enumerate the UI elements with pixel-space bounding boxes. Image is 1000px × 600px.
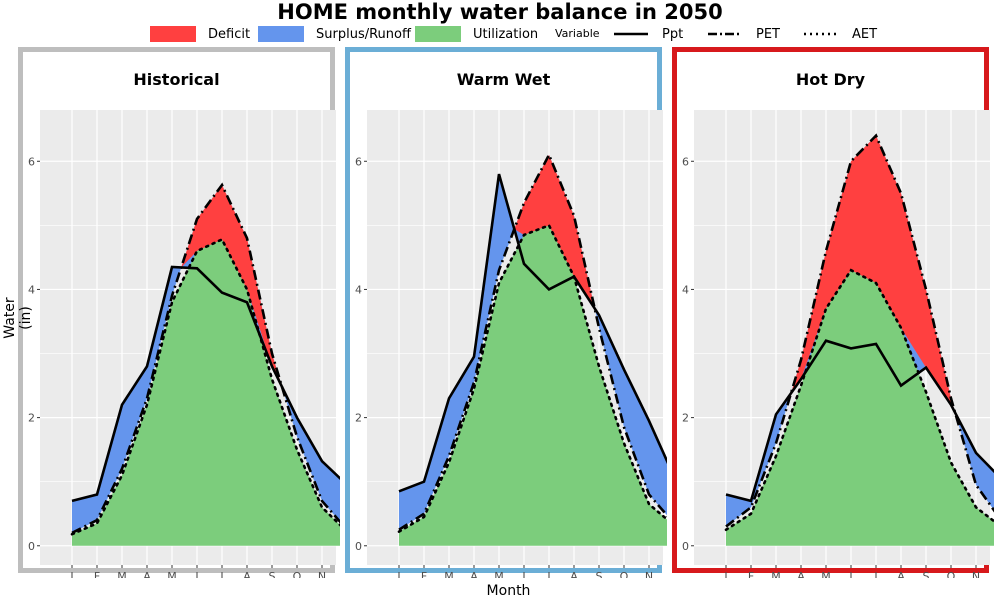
x-tick-label-3: A <box>470 570 478 578</box>
y-tick-label-2: 2 <box>682 412 689 425</box>
legend-label-deficit: Deficit <box>208 26 251 42</box>
x-tick-label-2: M <box>117 570 127 578</box>
utilization-area-historical <box>72 239 340 546</box>
x-tick-label-2: M <box>444 570 454 578</box>
x-tick-label-1: F <box>748 570 754 578</box>
legend-item-surplus: Surplus/Runoff <box>258 25 411 43</box>
y-tick-label-4: 4 <box>355 283 362 296</box>
deficit-area-warm-wet <box>399 154 667 530</box>
x-tick-label-5: J <box>848 570 852 578</box>
legend-label-pet: PET <box>756 26 780 42</box>
x-tick-label-4: M <box>167 570 177 578</box>
x-tick-label-6: J <box>219 570 223 578</box>
panel-plot-historical: 0246JFMAMJJASOND <box>28 110 340 578</box>
pet-line-warm-wet <box>398 151 667 531</box>
y-tick-label-0: 0 <box>28 540 35 553</box>
aet-line-warm-wet <box>397 223 667 533</box>
y-tick-label-2: 2 <box>355 412 362 425</box>
legend-swatch-deficit <box>150 26 196 42</box>
y-tick-label-4: 4 <box>28 283 35 296</box>
panel-plot-warm-wet: 0246JFMAMJJASOND <box>355 110 667 578</box>
panel-hot-dry: 0246JFMAMJJASOND Hot Dry <box>672 47 994 578</box>
x-tick-label-7: A <box>897 570 905 578</box>
utilization-area-hot-dry <box>726 270 994 546</box>
pet-line-hot-dry <box>725 133 994 528</box>
pet-line-historical <box>71 182 340 535</box>
legend-line-ppt <box>614 32 648 36</box>
x-tick-label-9: O <box>947 570 956 578</box>
x-tick-label-6: J <box>546 570 550 578</box>
x-tick-label-9: O <box>293 570 302 578</box>
legend-variable-title: Variable <box>555 27 600 40</box>
aet-line-historical <box>70 237 340 536</box>
x-tick-label-0: J <box>723 570 727 578</box>
legend-line-pet <box>708 32 742 36</box>
panel-historical: 0246JFMAMJJASOND Historical <box>18 47 340 578</box>
x-tick-label-3: A <box>797 570 805 578</box>
legend-swatch-utilization <box>415 26 461 42</box>
legend-label-surplus: Surplus/Runoff <box>316 26 411 42</box>
legend-label-utilization: Utilization <box>473 26 539 42</box>
panel-title-historical: Historical <box>133 70 220 89</box>
x-tick-label-1: F <box>421 570 427 578</box>
chart-title: HOME monthly water balance in 2050 <box>277 0 723 24</box>
x-tick-label-7: A <box>570 570 578 578</box>
legend-swatch-surplus <box>258 26 304 42</box>
x-tick-label-1: F <box>94 570 100 578</box>
y-tick-label-6: 6 <box>682 155 689 168</box>
x-axis-label: Month <box>486 583 531 599</box>
x-tick-label-4: M <box>821 570 831 578</box>
x-tick-label-2: M <box>771 570 781 578</box>
legend-item-ppt: Ppt <box>612 25 683 43</box>
x-tick-label-0: J <box>396 570 400 578</box>
ppt-line-warm-wet <box>398 173 667 493</box>
x-tick-label-5: J <box>194 570 198 578</box>
x-tick-label-0: J <box>69 570 73 578</box>
legend-item-aet: AET <box>802 25 877 43</box>
y-tick-label-0: 0 <box>682 540 689 553</box>
legend-item-deficit: Deficit <box>150 25 250 43</box>
panel-title-warm-wet: Warm Wet <box>456 70 551 89</box>
y-tick-label-0: 0 <box>355 540 362 553</box>
ppt-line-historical <box>71 265 340 503</box>
x-tick-label-7: A <box>243 570 251 578</box>
y-tick-label-2: 2 <box>28 412 35 425</box>
x-tick-label-8: S <box>923 570 930 578</box>
y-tick-label-6: 6 <box>355 155 362 168</box>
panel-warm-wet: 0246JFMAMJJASOND Warm Wet <box>345 47 667 578</box>
x-tick-label-8: S <box>596 570 603 578</box>
x-tick-label-10: N <box>645 570 653 578</box>
panel-title-hot-dry: Hot Dry <box>795 70 866 89</box>
ppt-line-hot-dry <box>725 339 994 503</box>
x-tick-label-5: J <box>521 570 525 578</box>
y-tick-label-6: 6 <box>28 155 35 168</box>
x-tick-label-3: A <box>143 570 151 578</box>
legend-line-aet <box>804 32 838 36</box>
deficit-area-hot-dry <box>726 135 994 527</box>
legend-item-pet: PET <box>706 25 780 43</box>
panel-plot-hot-dry: 0246JFMAMJJASOND <box>682 110 994 578</box>
y-tick-label-4: 4 <box>682 283 689 296</box>
x-tick-label-6: J <box>873 570 877 578</box>
x-tick-label-10: N <box>318 570 326 578</box>
utilization-area-warm-wet <box>399 225 667 546</box>
y-axis-label: Water (in) <box>2 297 34 339</box>
legend-item-utilization: Utilization <box>415 25 538 43</box>
aet-line-hot-dry <box>724 268 994 532</box>
legend-label-aet: AET <box>852 26 878 42</box>
legend-label-ppt: Ppt <box>662 26 684 42</box>
x-tick-label-9: O <box>620 570 629 578</box>
legend: Deficit Surplus/Runoff Utilization Varia… <box>0 25 1000 43</box>
x-tick-label-10: N <box>972 570 980 578</box>
x-tick-label-8: S <box>269 570 276 578</box>
x-tick-label-4: M <box>494 570 504 578</box>
